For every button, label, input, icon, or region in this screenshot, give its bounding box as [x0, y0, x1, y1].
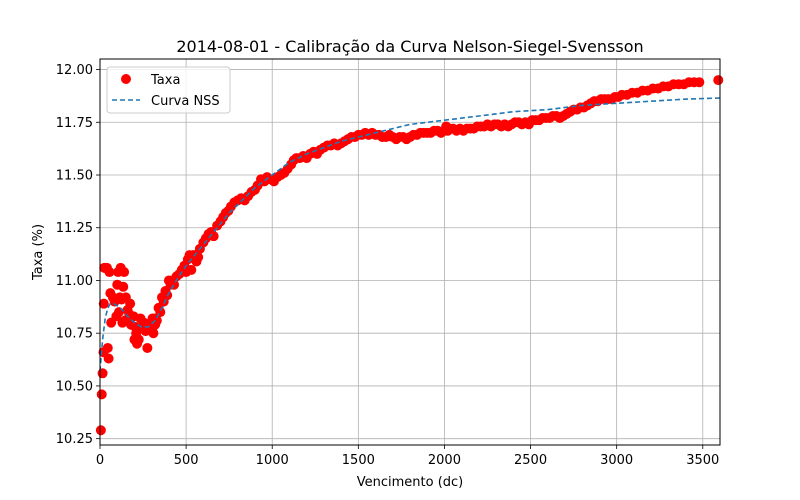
x-tick-label: 1000: [256, 453, 289, 468]
data-point: [208, 231, 219, 242]
data-point: [713, 75, 724, 86]
x-tick-label: 3500: [686, 453, 719, 468]
data-point: [98, 298, 109, 309]
x-tick-label: 2500: [514, 453, 547, 468]
x-tick-label: 3000: [600, 453, 633, 468]
data-point: [169, 279, 180, 290]
ticks-layer: 0 500 1000 1500 2000 2500 3000 3500 10.25 10.50 10…: [56, 63, 720, 468]
data-point: [133, 334, 144, 345]
y-tick-label: 12.00: [56, 63, 93, 78]
x-axis-label: Vencimento (dc): [357, 475, 464, 490]
data-point: [142, 342, 153, 353]
data-point: [113, 307, 124, 318]
y-tick-label: 10.50: [56, 379, 93, 394]
data-point: [119, 267, 130, 278]
data-point: [694, 77, 705, 88]
y-tick-label: 11.00: [56, 274, 93, 289]
x-tick-label: 0: [96, 453, 104, 468]
x-tick-label: 1500: [342, 453, 375, 468]
nss-curve-line: [99, 97, 721, 372]
y-tick-label: 10.25: [56, 432, 93, 447]
data-point: [118, 281, 129, 292]
legend-label-curva-nss: Curva NSS: [151, 94, 220, 109]
data-point: [103, 353, 114, 364]
legend-marker-taxa: [121, 74, 131, 84]
plot-layer: [95, 75, 724, 436]
grid-layer: [99, 59, 720, 445]
plot-frame: [99, 58, 721, 446]
chart-title: 2014-08-01 - Calibração da Curva Nelson-…: [176, 37, 643, 56]
y-tick-label: 10.75: [56, 327, 93, 342]
y-tick-label: 11.50: [56, 169, 93, 184]
legend-box: [106, 66, 231, 114]
data-point: [97, 368, 108, 379]
data-point: [95, 425, 106, 436]
data-point: [125, 298, 136, 309]
legend-label-taxa: Taxa: [150, 73, 180, 88]
x-tick-label: 2000: [428, 453, 461, 468]
data-point: [151, 315, 162, 326]
data-point: [148, 328, 159, 339]
y-tick-label: 11.75: [56, 116, 93, 131]
data-point: [155, 307, 166, 318]
data-point: [102, 342, 113, 353]
x-tick-label: 500: [174, 453, 199, 468]
y-tick-label: 11.25: [56, 221, 93, 236]
data-point: [186, 264, 197, 275]
data-point: [96, 389, 107, 400]
data-point: [193, 252, 204, 263]
legend: Taxa Curva NSS: [106, 66, 231, 114]
y-axis-label: Taxa (%): [31, 224, 46, 281]
data-point: [104, 267, 115, 278]
